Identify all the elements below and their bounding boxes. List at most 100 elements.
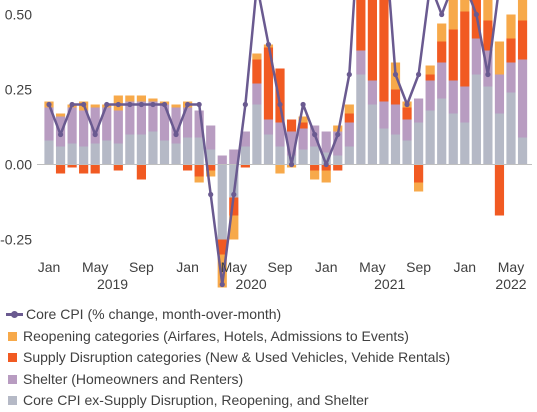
x-year-label: 2021 <box>374 276 405 292</box>
bar-segment <box>483 86 493 165</box>
bar-segment <box>402 140 412 165</box>
bar-segment <box>379 0 389 102</box>
bar-segment <box>240 146 250 165</box>
core-cpi-point <box>92 131 98 138</box>
bar-segment <box>171 104 181 108</box>
bar-segment <box>67 143 77 165</box>
bar-segment <box>310 164 320 171</box>
bar-segment <box>252 83 262 105</box>
bar-segment <box>390 104 401 135</box>
core-cpi-point <box>173 131 179 138</box>
bar-segment <box>344 104 354 114</box>
bar-segment <box>159 140 170 165</box>
core-cpi-point <box>46 101 52 108</box>
x-tick-label: Jan <box>176 259 199 275</box>
core-cpi-point <box>208 191 214 198</box>
bar-segment <box>148 131 158 165</box>
bar-segment <box>483 0 493 21</box>
bar-segment <box>298 122 308 129</box>
y-tick-label: 0.50 <box>5 7 32 23</box>
core-cpi-point <box>485 71 491 78</box>
bar-segment <box>344 122 354 147</box>
core-cpi-point <box>196 101 202 108</box>
bar-segment <box>79 146 89 165</box>
bar-segment <box>79 164 89 174</box>
bar-segment <box>437 23 447 42</box>
x-tick-label: Jan <box>315 259 338 275</box>
bar-segment <box>517 20 528 60</box>
bar-segment <box>102 140 112 165</box>
cpi-stacked-bar-line-chart: -0.50-0.250.000.250.500.751.00JanMaySepJ… <box>0 0 532 292</box>
bar-segment <box>206 125 216 150</box>
bar-segment <box>414 122 424 165</box>
bar-segment <box>414 164 424 183</box>
x-tick-label: May <box>221 259 247 275</box>
core-cpi-point <box>104 101 110 108</box>
core-cpi-point <box>231 191 237 198</box>
bar-segment <box>448 113 458 165</box>
bar-segment <box>483 20 493 51</box>
bar-segment <box>240 131 250 147</box>
core-cpi-point <box>277 101 283 108</box>
bar-segment <box>183 137 193 165</box>
bar-segment <box>286 119 297 132</box>
bar-segment <box>356 74 366 165</box>
bar-segment <box>229 215 239 240</box>
bar-segment <box>460 11 470 87</box>
bar-segment <box>125 95 135 102</box>
bar-segment <box>494 164 505 216</box>
legend-item-core-ex: Core CPI ex-Supply Disruption, Reopening… <box>6 390 450 412</box>
legend-item-supply-disruption: Supply Disruption categories (New & Used… <box>6 347 450 369</box>
bar-segment <box>148 98 158 102</box>
bar-segment <box>206 170 216 177</box>
bar-segment <box>275 68 285 123</box>
x-tick-label: Jan <box>38 259 61 275</box>
core-cpi-point <box>242 101 248 108</box>
bar-segment <box>448 0 458 30</box>
legend-label: Reopening categories (Airfares, Hotels, … <box>23 327 409 344</box>
bar-segment <box>79 110 89 147</box>
bar-segment <box>136 164 146 180</box>
core-cpi-point <box>81 101 87 108</box>
bar-segment <box>471 38 481 75</box>
bar-segment <box>229 197 239 216</box>
bar-segment <box>448 29 458 81</box>
bar-segment <box>252 59 262 84</box>
bar-segment <box>367 80 377 105</box>
bar-segment <box>275 164 285 174</box>
bar-segment <box>263 119 274 135</box>
bar-segment <box>437 98 447 165</box>
bar-segment <box>344 113 354 123</box>
bar-segment <box>517 59 528 138</box>
chart-legend: Core CPI (% change, month-over-month) Re… <box>6 304 450 412</box>
bar-segment <box>321 164 331 171</box>
y-tick-label: -0.25 <box>0 232 32 248</box>
bar-segment <box>471 74 481 165</box>
bar-segment <box>321 131 331 153</box>
bar-segment <box>252 53 262 60</box>
core-cpi-point <box>219 281 225 288</box>
legend-swatch <box>8 374 17 384</box>
core-cpi-point <box>439 11 445 18</box>
bar-segment <box>390 89 401 105</box>
bar-segment <box>494 74 505 114</box>
bar-segment <box>298 116 308 123</box>
x-year-label: 2022 <box>495 276 526 292</box>
bar-segment <box>263 134 274 165</box>
bar-segment <box>379 101 389 129</box>
bar-segment <box>286 131 297 156</box>
core-cpi-point <box>404 101 410 108</box>
core-cpi-point <box>69 101 75 108</box>
bar-segment <box>67 164 77 168</box>
core-cpi-point <box>127 101 133 108</box>
bar-segment <box>194 176 204 183</box>
core-cpi-point <box>392 71 399 78</box>
bar-segment <box>460 0 470 12</box>
core-cpi-point <box>57 131 64 138</box>
bar-segment <box>206 149 216 165</box>
bar-segment <box>402 119 412 141</box>
bar-segment <box>390 134 401 165</box>
legend-label: Core CPI ex-Supply Disruption, Reopening… <box>23 392 369 408</box>
core-cpi-point <box>335 131 341 138</box>
bar-segment <box>506 62 516 93</box>
